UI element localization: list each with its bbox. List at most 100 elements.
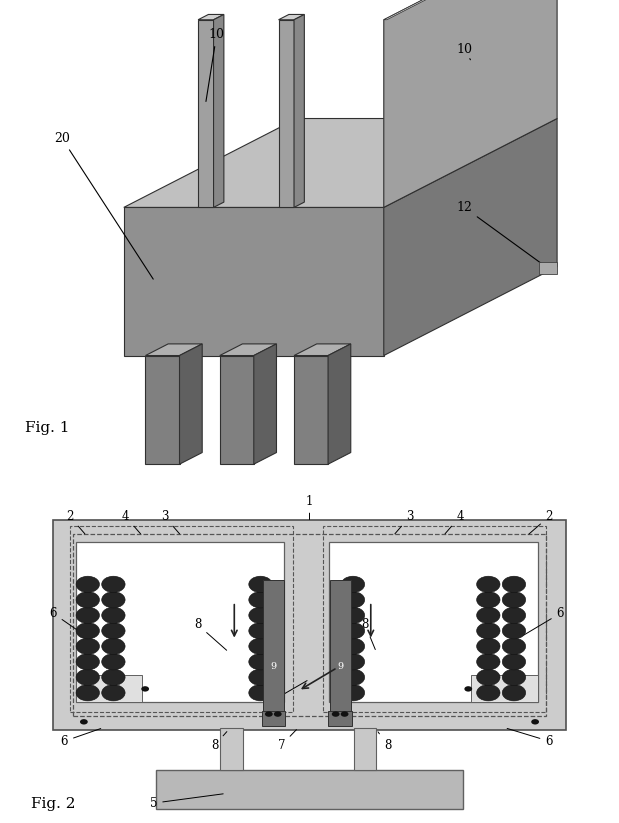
Bar (329, 542, 538, 703)
Bar (70, 526, 293, 712)
Bar (329, 580, 351, 712)
Circle shape (502, 638, 526, 654)
Polygon shape (198, 20, 214, 207)
Circle shape (249, 669, 272, 686)
Circle shape (249, 685, 272, 701)
Circle shape (76, 623, 100, 639)
Circle shape (477, 685, 500, 701)
Text: 3: 3 (395, 510, 413, 534)
Circle shape (464, 686, 472, 691)
Polygon shape (384, 119, 557, 356)
Circle shape (502, 653, 526, 670)
Circle shape (76, 638, 100, 654)
Circle shape (76, 653, 100, 670)
Bar (76, 676, 142, 703)
Bar (73, 534, 547, 716)
Circle shape (102, 623, 125, 639)
Circle shape (477, 669, 500, 686)
Circle shape (249, 653, 272, 670)
Bar (262, 711, 285, 726)
Circle shape (76, 607, 100, 624)
Circle shape (76, 669, 100, 686)
Polygon shape (539, 262, 557, 274)
Circle shape (274, 711, 282, 717)
Bar (324, 526, 547, 712)
Polygon shape (294, 356, 328, 464)
Circle shape (102, 685, 125, 701)
Circle shape (80, 719, 88, 724)
Circle shape (341, 685, 365, 701)
Text: 12: 12 (456, 201, 545, 267)
Circle shape (502, 607, 526, 624)
Polygon shape (384, 0, 557, 207)
Circle shape (477, 607, 500, 624)
Circle shape (502, 685, 526, 701)
Text: 7: 7 (272, 681, 307, 705)
Circle shape (341, 592, 365, 608)
Polygon shape (294, 15, 305, 207)
Text: Fig. 1: Fig. 1 (25, 421, 69, 435)
Bar (471, 676, 538, 703)
Text: 8: 8 (378, 732, 391, 751)
Polygon shape (124, 119, 557, 207)
Circle shape (341, 638, 365, 654)
Text: 8: 8 (361, 619, 375, 649)
Circle shape (332, 711, 340, 717)
Circle shape (340, 711, 348, 717)
Circle shape (249, 607, 272, 624)
Text: 6: 6 (524, 607, 564, 635)
Text: 5: 5 (150, 794, 223, 810)
Polygon shape (384, 0, 560, 20)
Bar (354, 728, 376, 770)
Text: 6: 6 (50, 607, 84, 635)
Text: 8: 8 (194, 619, 227, 650)
Text: 10: 10 (456, 43, 472, 60)
Circle shape (477, 623, 500, 639)
Circle shape (341, 623, 365, 639)
Circle shape (502, 669, 526, 686)
Circle shape (502, 623, 526, 639)
Text: 2: 2 (529, 510, 553, 534)
Circle shape (341, 607, 365, 624)
Circle shape (477, 576, 500, 593)
Polygon shape (279, 15, 305, 20)
Polygon shape (220, 356, 254, 464)
Circle shape (141, 686, 149, 691)
Bar (220, 728, 243, 770)
Circle shape (102, 576, 125, 593)
Polygon shape (294, 344, 351, 356)
Text: 9: 9 (271, 662, 276, 671)
Circle shape (249, 576, 272, 593)
Text: 7: 7 (278, 730, 297, 751)
Polygon shape (145, 344, 202, 356)
Text: 2: 2 (66, 510, 85, 534)
Polygon shape (180, 344, 202, 464)
Circle shape (102, 592, 125, 608)
Polygon shape (198, 15, 224, 20)
Circle shape (102, 638, 125, 654)
Bar (76, 542, 285, 703)
Circle shape (76, 685, 100, 701)
Text: 1: 1 (306, 495, 313, 519)
Circle shape (249, 623, 272, 639)
Polygon shape (220, 344, 277, 356)
Circle shape (102, 669, 125, 686)
Text: 20: 20 (54, 132, 154, 279)
Polygon shape (145, 356, 180, 464)
Bar (329, 711, 352, 726)
Text: 4: 4 (122, 510, 141, 534)
Bar (53, 520, 566, 729)
Circle shape (102, 653, 125, 670)
Circle shape (341, 576, 365, 593)
Circle shape (341, 669, 365, 686)
Polygon shape (279, 20, 294, 207)
Polygon shape (124, 207, 384, 356)
Circle shape (502, 576, 526, 593)
Circle shape (265, 711, 273, 717)
Circle shape (249, 592, 272, 608)
Circle shape (76, 576, 100, 593)
Text: 9: 9 (337, 662, 343, 671)
Bar (157, 770, 463, 809)
Text: 10: 10 (206, 28, 225, 101)
Circle shape (531, 719, 539, 724)
